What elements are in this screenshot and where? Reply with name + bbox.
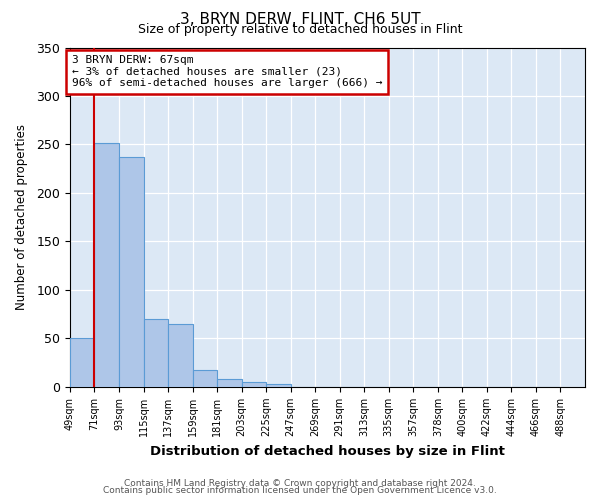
Bar (119, 157, 143, 387)
Bar (266, 384, 290, 387)
Text: 3, BRYN DERW, FLINT, CH6 5UT: 3, BRYN DERW, FLINT, CH6 5UT (179, 12, 421, 28)
Bar (143, 319, 168, 387)
Text: Size of property relative to detached houses in Flint: Size of property relative to detached ho… (138, 22, 462, 36)
Bar (168, 324, 193, 387)
Bar (193, 370, 217, 387)
Text: Contains public sector information licensed under the Open Government Licence v3: Contains public sector information licen… (103, 486, 497, 495)
Bar (70, 338, 94, 387)
Bar (217, 379, 242, 387)
Bar (242, 382, 266, 387)
Y-axis label: Number of detached properties: Number of detached properties (15, 124, 28, 310)
Text: 3 BRYN DERW: 67sqm
← 3% of detached houses are smaller (23)
96% of semi-detached: 3 BRYN DERW: 67sqm ← 3% of detached hous… (72, 56, 382, 88)
Bar (94, 142, 119, 387)
X-axis label: Distribution of detached houses by size in Flint: Distribution of detached houses by size … (150, 444, 505, 458)
Text: Contains HM Land Registry data © Crown copyright and database right 2024.: Contains HM Land Registry data © Crown c… (124, 478, 476, 488)
